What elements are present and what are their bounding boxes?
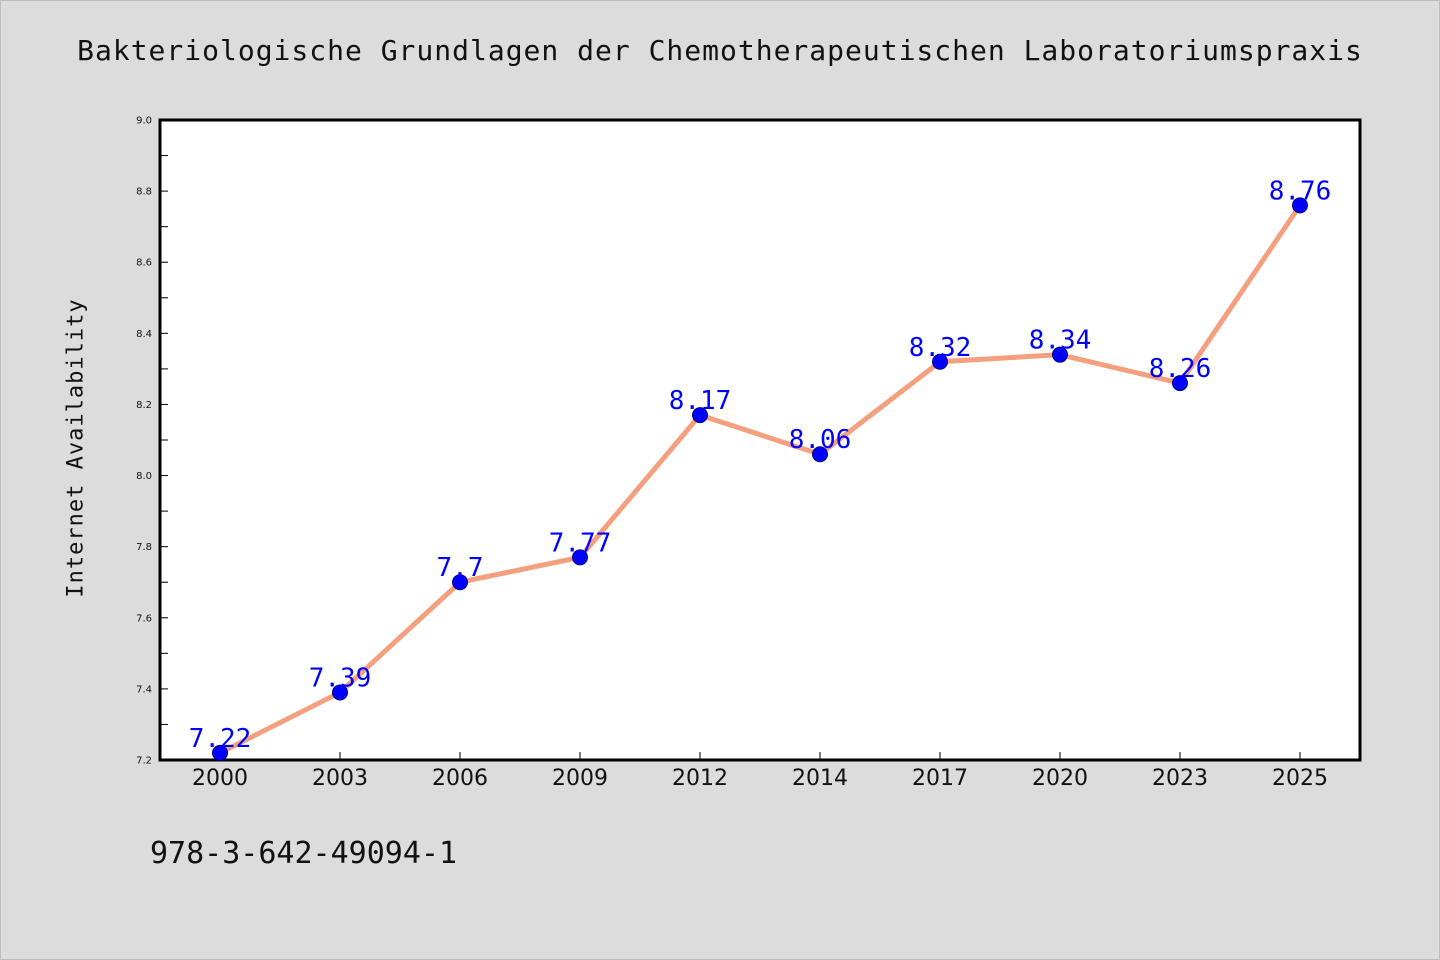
data-label: 7.22 [189,724,252,754]
x-tick-label: 2023 [1152,766,1208,791]
x-tick-label: 2009 [552,766,608,791]
data-point [1292,197,1308,214]
y-tick-label: 8.4 [136,329,152,340]
data-label: 7.39 [309,663,372,693]
y-tick-label: 8.0 [136,471,152,482]
y-tick-label: 8.6 [136,258,152,269]
y-tick-label: 7.4 [136,684,152,695]
data-label: 8.76 [1269,176,1332,206]
y-tick-label: 8.8 [136,187,152,198]
data-point [932,353,948,370]
chart-title: Bakteriologische Grundlagen der Chemothe… [77,34,1363,67]
y-tick-label: 7.6 [136,613,152,624]
data-label: 8.17 [669,386,732,416]
y-tick-label: 7.2 [136,756,152,767]
x-tick-label: 2014 [792,766,848,791]
x-tick-label: 2025 [1272,766,1328,791]
isbn-text: 978-3-642-49094-1 [150,836,458,871]
x-tick-label: 2012 [672,766,728,791]
data-point [812,446,828,463]
data-label: 8.06 [789,425,852,455]
x-tick-label: 2017 [912,766,968,791]
x-tick-label: 2006 [432,766,488,791]
data-point [692,407,708,424]
data-point [1052,346,1068,363]
plot-area [158,118,1362,762]
x-tick-label: 2003 [312,766,368,791]
data-point [212,744,228,761]
data-label: 8.34 [1029,326,1092,356]
data-label: 8.32 [909,333,972,363]
series-line [217,202,1303,756]
data-label: 7.7 [437,553,484,583]
y-tick-label: 7.8 [136,542,152,553]
data-point [1172,375,1188,392]
data-point [572,549,588,566]
data-point [452,574,468,591]
data-label: 7.77 [549,528,612,558]
y-tick-label: 9.0 [136,116,152,127]
y-tick-label: 8.2 [136,400,152,411]
data-label: 8.26 [1149,354,1212,384]
x-tick-label: 2000 [192,766,248,791]
x-tick-label: 2020 [1032,766,1088,791]
data-point [332,684,348,701]
